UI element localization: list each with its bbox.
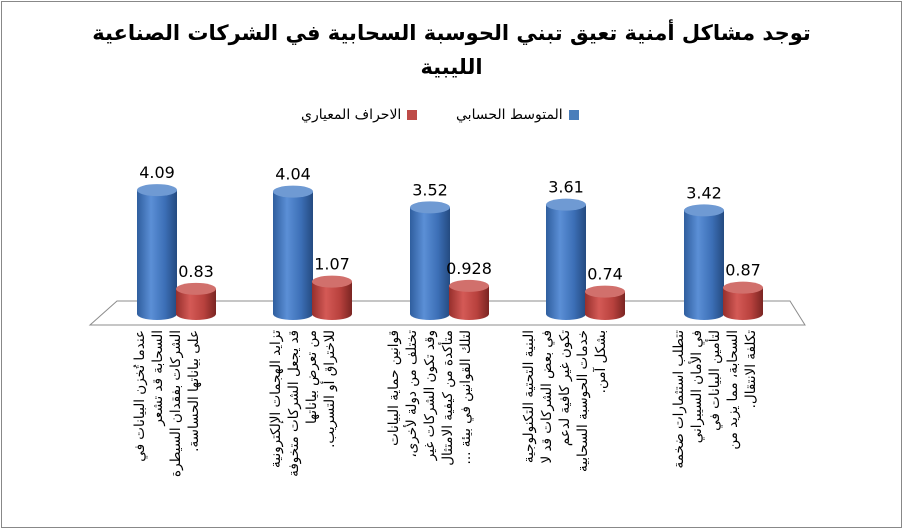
chart-title-line-1: توجد مشاكل أمنية تعيق تبني الحوسبة السحا… bbox=[92, 21, 811, 45]
category-label-line: وقد تكون الشركات غير bbox=[422, 330, 438, 461]
chart-title-line-2: الليبية bbox=[420, 55, 483, 79]
category-label-line: في الأمان السيبراني bbox=[689, 330, 705, 444]
category-label-line: في بعض الشركات قد لا bbox=[539, 330, 555, 464]
data-label: 3.42 bbox=[686, 183, 722, 202]
legend-item-series-1: المتوسط الحسابي bbox=[456, 107, 579, 123]
data-label: 0.74 bbox=[587, 265, 623, 284]
category-label-5: تتطلب استثمارات ضخمة في الأمان السيبراني ل… bbox=[670, 330, 760, 518]
category-label-line: خدمات الحوسبة السحابية bbox=[575, 330, 591, 473]
category-label-line: الشركات بفقدان السيطرة bbox=[168, 330, 184, 477]
category-label-line: تزايد الهجمات الإلكترونية bbox=[268, 330, 284, 468]
category-label-line: البنية التحتية التكنولوجية bbox=[521, 330, 537, 464]
data-label: 3.52 bbox=[412, 180, 448, 199]
category-label-line: السحابة، مما يزيد من bbox=[725, 330, 741, 450]
bar-mean-5 bbox=[684, 204, 724, 320]
category-label-line: للاختراق أو التسريب. bbox=[322, 330, 338, 448]
legend-label: الاحراف المعياري bbox=[301, 107, 402, 123]
data-label: 3.61 bbox=[548, 178, 584, 197]
bar-stddev-2 bbox=[312, 275, 352, 320]
category-label-line: من تعرض بياناتها bbox=[304, 330, 320, 425]
data-label: 0.83 bbox=[178, 262, 214, 281]
category-label-line: عندما تُخزن البيانات في bbox=[132, 330, 148, 462]
category-label-line: تتطلب استثمارات ضخمة bbox=[671, 330, 687, 469]
bar-mean-1 bbox=[137, 184, 177, 320]
data-label: 0.928 bbox=[446, 259, 492, 278]
category-label-line: السحابة قد تشعر bbox=[150, 330, 166, 426]
category-label-line: متأكدة من كيفية الامتثال bbox=[440, 330, 456, 466]
category-label-line: تختلف من دولة لأخرى، bbox=[404, 330, 420, 458]
data-label: 4.04 bbox=[275, 165, 311, 184]
legend-item-series-2: الاحراف المعياري bbox=[301, 107, 418, 123]
bar-mean-4 bbox=[546, 198, 586, 320]
bar-mean-2 bbox=[273, 185, 313, 320]
data-label: 4.09 bbox=[139, 163, 175, 182]
legend-swatch-blue bbox=[568, 110, 579, 120]
category-label-line: لتلك القوانين في بيئة ... bbox=[458, 330, 474, 465]
bar-stddev-5 bbox=[723, 281, 763, 320]
category-label-line: لتأمين البيانات في bbox=[707, 330, 723, 431]
category-label-2: تزايد الهجمات الإلكترونية قد يجعل الشركات… bbox=[267, 330, 339, 518]
bar-stddev-1 bbox=[176, 282, 216, 320]
legend-label: المتوسط الحسابي bbox=[456, 107, 563, 123]
category-label-line: قد يجعل الشركات متخوفة bbox=[286, 330, 302, 477]
category-label-line: تكون غير كافية لدعم bbox=[557, 330, 573, 447]
bar-stddev-4 bbox=[585, 285, 625, 320]
category-label-line: قوانين حماية البيانات bbox=[386, 330, 402, 446]
data-label: 0.87 bbox=[725, 261, 761, 280]
bar-mean-3 bbox=[410, 201, 450, 320]
legend-swatch-red bbox=[407, 110, 418, 120]
category-label-line: بشكل آمن. bbox=[593, 330, 609, 394]
bar-stddev-3 bbox=[449, 279, 489, 320]
category-label-line: على بياناتها الحساسة. bbox=[186, 330, 202, 452]
category-label-1: عندما تُخزن البيانات في السحابة قد تشعر ال… bbox=[131, 330, 203, 518]
category-label-line: تكلفة الانتقال. bbox=[743, 330, 759, 409]
category-label-3: قوانين حماية البيانات تختلف من دولة لأخرى… bbox=[385, 330, 475, 518]
data-label: 1.07 bbox=[314, 255, 350, 274]
category-label-4: البنية التحتية التكنولوجية في بعض الشركات… bbox=[520, 330, 610, 518]
